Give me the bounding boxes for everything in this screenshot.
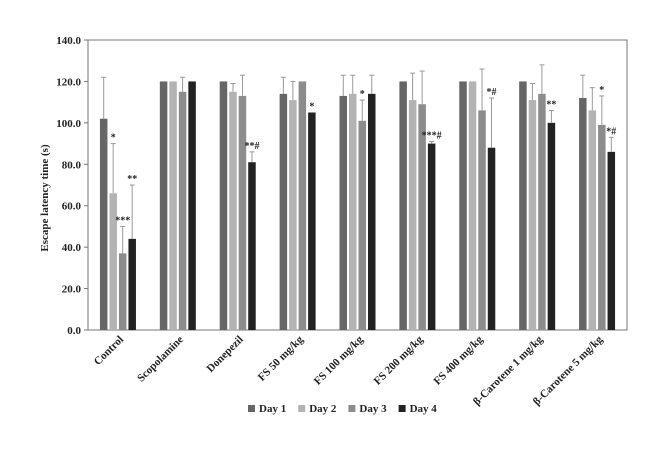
bar [109,193,117,330]
legend-label: Day 1 [259,403,286,415]
bar [427,143,436,330]
bar [298,81,307,330]
legend-swatch [298,405,306,412]
x-tick-label: Donepezil [205,334,246,375]
bar [368,93,376,330]
bar [229,91,237,331]
x-tick-label: FS 400 mg/kg [432,333,486,387]
y-tick-label: 100.0 [56,118,81,130]
bar [248,162,256,330]
bar [308,112,316,330]
bar [528,100,537,330]
bar [169,81,177,330]
bar [339,95,347,330]
significance-label: ** [127,174,137,185]
bar [487,147,496,330]
bar [538,93,546,330]
y-tick-label: 20.0 [62,284,82,296]
legend-label: Day 2 [309,403,337,415]
bar [547,122,556,330]
legend-swatch [398,405,406,412]
significance-label: **# [244,141,259,152]
significance-label: * [309,102,314,113]
y-tick-label: 60.0 [62,201,82,213]
significance-label: ** [546,99,556,110]
x-tick-label: Scopolamine [135,334,186,385]
significance-label: ***# [422,131,442,142]
significance-label: *# [487,87,497,98]
bar [349,93,357,330]
bar [118,253,127,330]
x-axis: Control Scopolamine Donepezil FS 50 mg/kg FS… [92,333,606,408]
legend-swatch [248,405,255,412]
plot-frame [87,39,628,331]
x-tick-label: FS 100 mg/kg [312,333,366,387]
plot-area: ********#*****#*#****# [87,39,628,331]
y-axis: 0.0 20.0 40.0 60.0 80.0 100.0 120.0 140.0 [56,35,88,337]
bar [159,81,168,330]
y-tick-label: 140.0 [56,35,81,47]
legend-label: Day 3 [359,403,387,415]
legend-label: Day 4 [410,403,438,415]
y-tick-label: 80.0 [62,159,82,171]
bar [399,81,407,330]
x-tick-label: FS 200 mg/kg [372,333,426,387]
significance-label: *** [115,215,130,226]
y-tick-label: 40.0 [62,242,82,254]
bar [99,118,108,330]
bar [607,151,616,330]
bar [588,110,597,330]
bar [468,81,477,330]
y-axis-title: Escape latency time (s) [39,144,51,252]
significance-label: * [111,133,116,144]
bar [188,81,196,330]
legend-swatch [348,405,356,412]
bar [478,110,486,330]
bar [238,95,247,330]
legend: Day 1 Day 2 Day 3 Day 4 [248,403,437,415]
bar [289,100,297,330]
bar [519,81,527,330]
bar [178,91,187,331]
bar [598,124,606,330]
significance-label: *# [606,126,616,137]
bar [459,81,467,330]
significance-label: * [599,85,604,96]
bar [579,98,587,330]
bar [358,120,366,331]
bar [219,81,228,330]
y-tick-label: 0.0 [67,325,81,337]
bar [128,238,136,330]
bar [279,93,288,330]
significance-label: * [360,89,365,100]
bar [408,100,417,330]
bar [418,104,426,330]
y-tick-label: 120.0 [56,76,81,88]
x-tick-label: Control [92,334,126,368]
x-tick-label: FS 50 mg/kg [256,333,306,383]
